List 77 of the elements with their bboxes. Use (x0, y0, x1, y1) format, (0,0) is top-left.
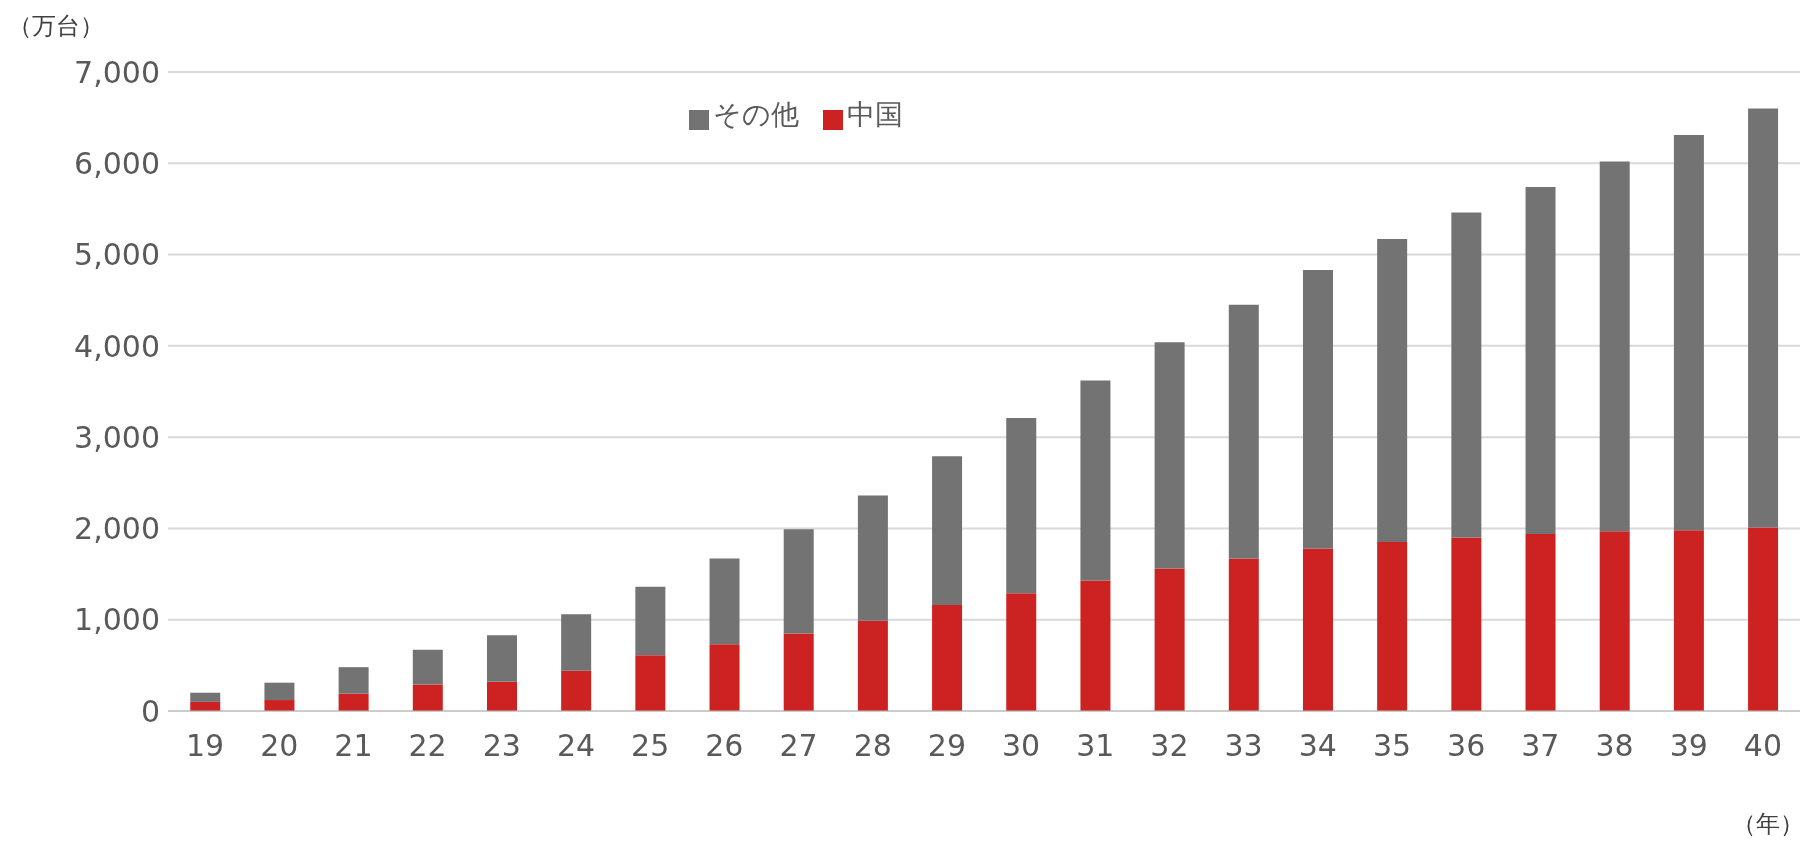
bar (857, 495, 888, 621)
x-tick-label: 32 (1150, 728, 1189, 764)
bar (264, 682, 295, 701)
x-tick-label: 20 (260, 728, 299, 764)
bar (1302, 548, 1333, 711)
bar (1154, 568, 1185, 711)
bar (1748, 527, 1779, 711)
x-tick-label: 40 (1743, 728, 1782, 764)
bar (561, 670, 592, 711)
x-tick-label: 25 (631, 728, 670, 764)
x-tick-label: 30 (1002, 728, 1041, 764)
bar (1748, 108, 1779, 528)
y-tick-label: 1,000 (74, 602, 160, 638)
bar (932, 456, 963, 606)
legend-label: 中国 (847, 98, 903, 131)
bar (1302, 270, 1333, 549)
x-tick-label: 27 (779, 728, 818, 764)
bar (1599, 161, 1630, 532)
x-tick-label: 26 (705, 728, 744, 764)
x-tick-label: 19 (186, 728, 225, 764)
bar (1080, 380, 1111, 581)
y-tick-label: 7,000 (74, 54, 160, 90)
bar (1006, 417, 1037, 594)
bar (1006, 593, 1037, 711)
x-tick-label: 23 (482, 728, 521, 764)
x-tick-label: 24 (556, 728, 596, 764)
x-axis-title: （年） (1732, 809, 1804, 840)
legend-label: その他 (713, 98, 799, 131)
bar (1228, 558, 1259, 711)
bar (1673, 134, 1704, 531)
x-tick-label: 37 (1521, 728, 1560, 764)
bar (190, 692, 221, 702)
bar (486, 635, 517, 682)
x-tick-label: 33 (1224, 728, 1263, 764)
bar (264, 700, 295, 711)
bar (561, 614, 592, 671)
bar (783, 633, 814, 711)
y-axis-title: （万台） (8, 11, 104, 42)
bar (486, 681, 517, 711)
bar (412, 684, 443, 711)
x-tick-label: 34 (1298, 728, 1337, 764)
bar (1377, 542, 1408, 711)
bar (1451, 212, 1482, 538)
y-tick-label: 5,000 (74, 237, 160, 273)
x-tick-label: 36 (1447, 728, 1486, 764)
x-tick-label: 29 (927, 728, 966, 764)
y-tick-label: 6,000 (74, 145, 160, 181)
bar (709, 558, 740, 645)
bar (1451, 537, 1482, 711)
y-tick-label: 4,000 (74, 328, 160, 364)
bar (1525, 187, 1556, 534)
bar (1673, 530, 1704, 711)
bar (338, 667, 369, 694)
x-tick-label: 21 (334, 728, 373, 764)
y-tick-label: 2,000 (74, 511, 160, 547)
bar (1154, 342, 1185, 569)
bar (857, 620, 888, 711)
bar (709, 644, 740, 711)
bar (1599, 531, 1630, 711)
y-tick-label: 3,000 (74, 419, 160, 455)
bar (412, 649, 443, 685)
x-tick-label: 22 (408, 728, 447, 764)
bar (932, 605, 963, 711)
bar (1377, 239, 1408, 543)
bar (635, 586, 666, 656)
bar (783, 529, 814, 634)
bar (1525, 533, 1556, 711)
x-tick-label: 28 (853, 728, 892, 764)
x-tick-label: 35 (1372, 728, 1412, 764)
bar (1228, 304, 1259, 559)
bar (338, 693, 369, 711)
x-tick-label: 38 (1595, 728, 1634, 764)
bar (635, 655, 666, 711)
bar (1080, 580, 1111, 711)
y-tick-label: 0 (140, 693, 160, 729)
x-tick-label: 39 (1669, 728, 1708, 764)
x-tick-label: 31 (1076, 728, 1115, 764)
